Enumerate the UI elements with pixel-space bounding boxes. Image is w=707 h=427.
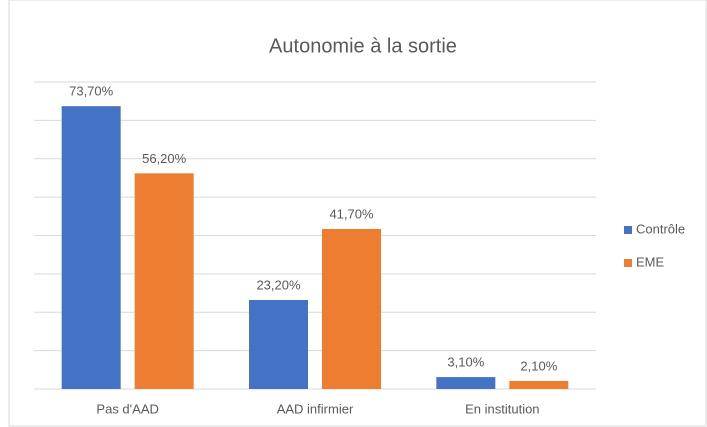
value-label: 2,10%	[520, 358, 557, 373]
legend-label: EME	[636, 254, 665, 269]
value-label: 41,70%	[329, 206, 374, 221]
bar	[322, 228, 381, 389]
value-label: 56,20%	[142, 151, 187, 166]
x-tick-label: En institution	[465, 401, 539, 416]
x-tick-label: Pas d'AAD	[96, 401, 158, 416]
bar	[134, 173, 194, 389]
legend-swatch	[624, 226, 632, 234]
bar	[61, 106, 121, 390]
value-label: 23,20%	[256, 277, 301, 292]
bar	[509, 380, 569, 389]
legend-label: Contrôle	[636, 221, 685, 236]
legend-swatch	[624, 259, 632, 267]
value-label: 73,70%	[69, 84, 114, 99]
bar	[249, 299, 308, 389]
bar	[436, 377, 496, 389]
value-label: 3,10%	[447, 355, 484, 370]
chart-title: Autonomie à la sortie	[269, 35, 457, 57]
x-tick-label: AAD infirmier	[277, 401, 354, 416]
